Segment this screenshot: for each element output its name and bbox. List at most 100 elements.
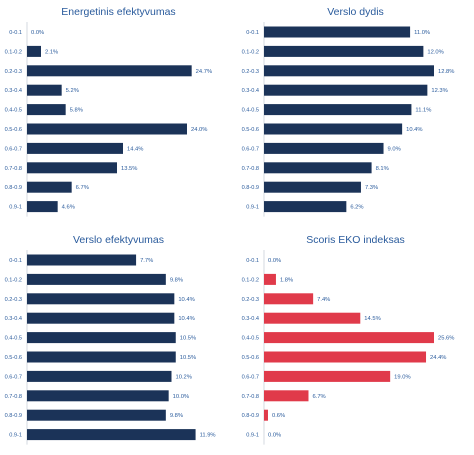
bar-value-label: 12.8% [438,69,454,75]
bar-value-label: 10.0% [173,394,189,400]
bar-value-label: 13.5% [121,166,137,172]
bar-value-label: 7.7% [140,258,153,264]
bar-value-label: 9.0% [388,146,401,152]
bar [264,162,372,174]
category-tick-label: 0.9-1 [246,205,259,211]
bar-value-label: 6.7% [76,185,89,191]
bar [27,429,196,441]
bar [27,104,66,116]
bar-value-label: 0.0% [268,433,281,439]
bar-value-label: 4.6% [62,205,75,211]
bar-value-label: 25.6% [438,336,454,342]
category-tick-label: 0.2-0.3 [242,297,259,303]
chart-title: Scoris EKO indeksas [306,234,405,246]
chart-plot: 0-0.1 0.0% 0.1-0.2 1.8% 0.2-0.3 7.4% 0.3-0.4 14… [242,250,454,445]
bar-value-label: 19.0% [394,374,410,380]
chart-verslo-dydis: Verslo dydis 0-0.1 11.0% 0.1-0.2 12.0% 0.2-0… [237,0,474,227]
category-tick-label: 0.5-0.6 [5,127,22,133]
category-tick-label: 0.3-0.4 [5,316,22,322]
category-tick-label: 0.8-0.9 [5,185,22,191]
bar-value-label: 2.1% [45,49,58,55]
bar [264,370,391,382]
bar-value-label: 0.0% [31,30,44,36]
bar-value-label: 14.4% [127,146,143,152]
bar [264,142,384,154]
bar [27,370,172,382]
category-tick-label: 0-0.1 [246,258,259,264]
category-tick-label: 0.6-0.7 [5,146,22,152]
bar [264,123,403,135]
bar [27,123,187,135]
bar [264,332,434,344]
bar-value-label: 8.1% [376,166,389,172]
bar-value-label: 10.5% [180,336,196,342]
category-tick-label: 0.6-0.7 [5,374,22,380]
bar [27,409,166,421]
category-tick-label: 0.1-0.2 [5,277,22,283]
chart-plot: 0-0.1 0.0% 0.1-0.2 2.1% 0.2-0.3 24.7% 0.3-0.4 5… [5,22,212,217]
bar [264,104,412,116]
category-tick-label: 0.7-0.8 [242,394,259,400]
bar-value-label: 0.0% [268,258,281,264]
category-tick-label: 0.9-1 [9,205,22,211]
category-tick-label: 0.6-0.7 [242,374,259,380]
bar [27,65,192,77]
category-tick-label: 0.4-0.5 [5,336,22,342]
bar-value-label: 24.7% [196,69,212,75]
category-tick-label: 0.4-0.5 [5,108,22,114]
category-tick-label: 0.8-0.9 [242,413,259,419]
bar [264,273,276,285]
category-tick-label: 0.7-0.8 [242,166,259,172]
bar [27,332,176,344]
category-tick-label: 0-0.1 [9,30,22,36]
bar [264,45,424,57]
bar-value-label: 9.8% [170,277,183,283]
category-tick-label: 0.8-0.9 [5,413,22,419]
bar-value-label: 24.0% [191,127,207,133]
bar-value-label: 11.9% [200,433,216,439]
bar [27,293,175,305]
chart-plot: 0-0.1 7.7% 0.1-0.2 9.8% 0.2-0.3 10.4% 0.3-0.4 1… [5,250,216,445]
category-tick-label: 0.4-0.5 [242,108,259,114]
bar-value-label: 7.3% [365,185,378,191]
bar [27,351,176,363]
category-tick-label: 0.6-0.7 [242,146,259,152]
bar-value-label: 12.0% [427,49,443,55]
bar [264,390,309,402]
category-tick-label: 0.5-0.6 [5,355,22,361]
bar-value-label: 11.1% [415,108,431,114]
bar [27,45,41,57]
category-tick-label: 0.2-0.3 [5,69,22,75]
bar [264,409,268,421]
category-tick-label: 0.4-0.5 [242,336,259,342]
bar-value-label: 6.2% [350,205,363,211]
bar [264,181,361,193]
category-tick-label: 0.8-0.9 [242,185,259,191]
category-tick-label: 0.1-0.2 [242,49,259,55]
bar-value-label: 10.5% [180,355,196,361]
bar [264,293,314,305]
bar-value-label: 14.5% [364,316,380,322]
bar [27,254,137,266]
bar [264,26,411,38]
bar-value-label: 0.6% [272,413,285,419]
bar-value-label: 7.4% [317,297,330,303]
bar [27,201,58,213]
bar-value-label: 6.7% [312,394,325,400]
chart-scoris-eko-indeksas: Scoris EKO indeksas 0-0.1 0.0% 0.1-0.2 1.8%… [237,228,474,455]
chart-title: Verslo efektyvumas [72,234,165,246]
bar [27,273,166,285]
bar [27,181,72,193]
category-tick-label: 0-0.1 [9,258,22,264]
chart-energetinis-efektyvumas: Energetinis efektyvumas 0-0.1 0.0% 0.1-0.2… [0,0,237,227]
bar-value-label: 24.4% [430,355,446,361]
bar [264,351,427,363]
bar-value-label: 10.4% [178,297,194,303]
bar-value-label: 10.2% [176,374,192,380]
chart-title: Energetinis efektyvumas [61,6,176,18]
category-tick-label: 0.1-0.2 [242,277,259,283]
chart-title: Verslo dydis [327,6,384,18]
bar-value-label: 12.3% [431,88,447,94]
chart-verslo-efektyvumas: Verslo efektyvumas 0-0.1 7.7% 0.1-0.2 9.8% 0… [0,228,237,455]
category-tick-label: 0.3-0.4 [5,88,22,94]
